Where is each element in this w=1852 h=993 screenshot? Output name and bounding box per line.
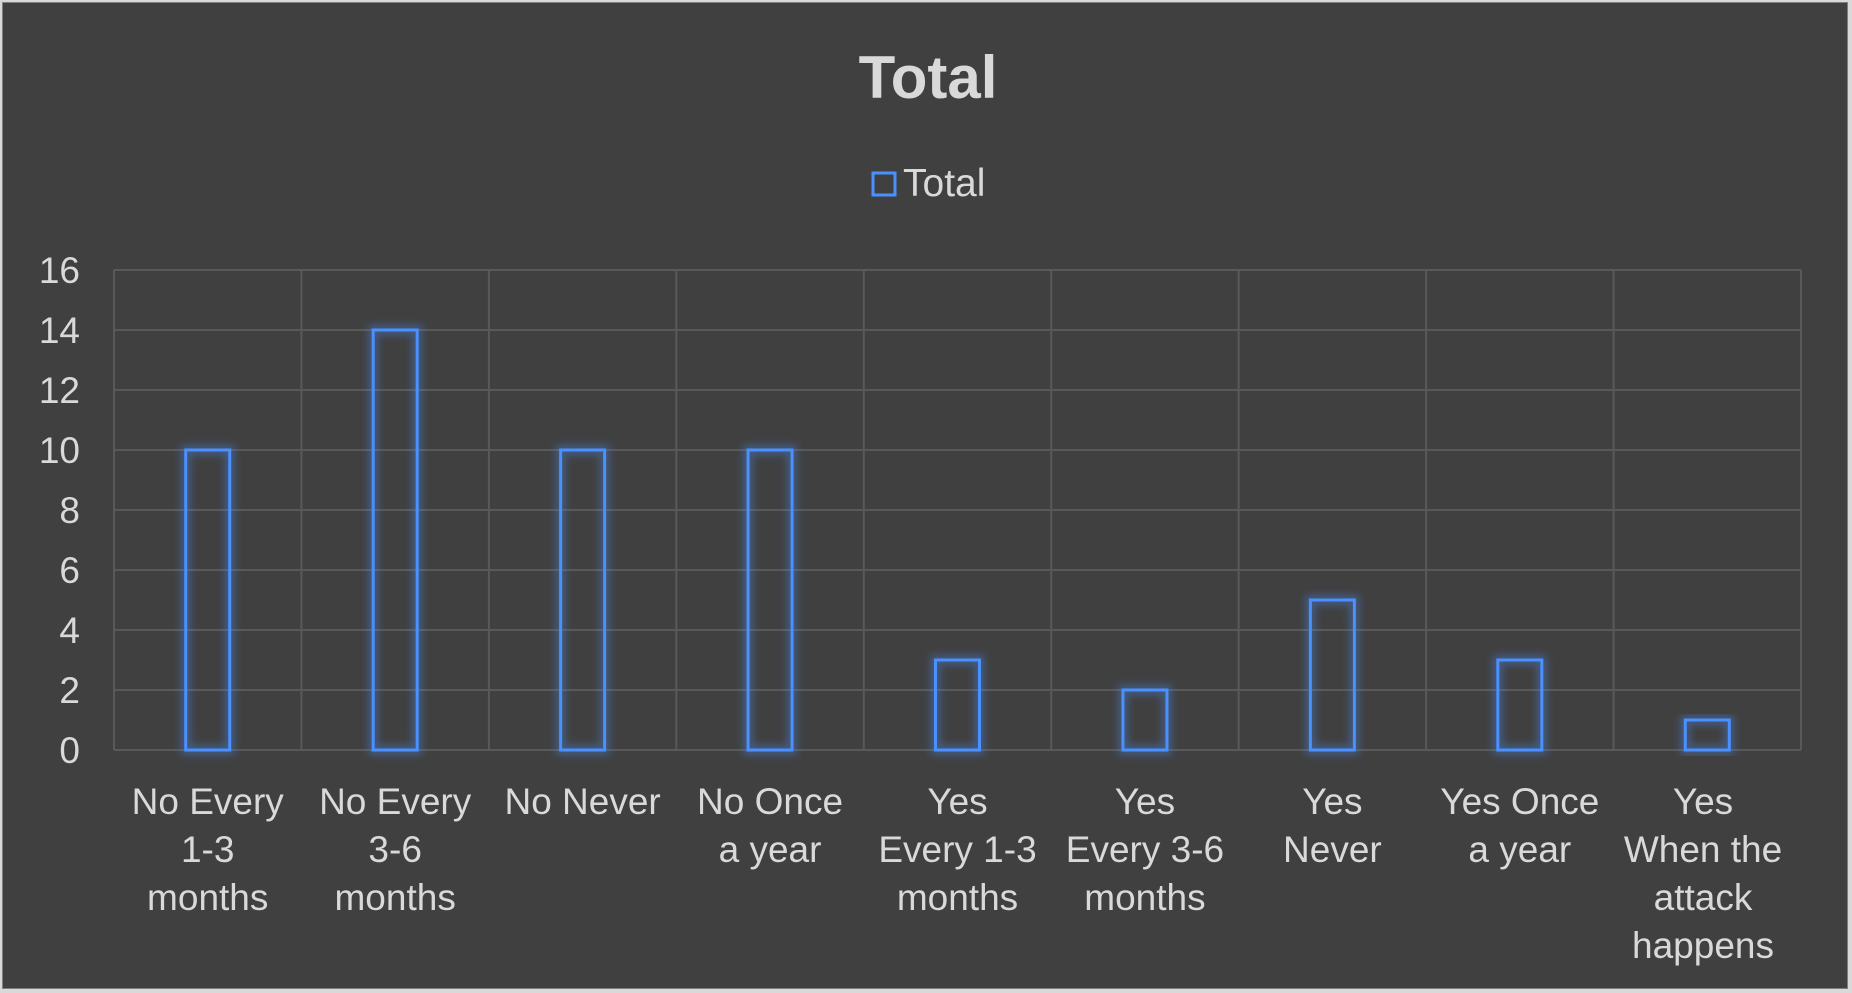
- bar-glow: [1305, 595, 1360, 755]
- x-category-label-line: months: [897, 877, 1018, 918]
- y-axis-ticks: 0 2 4 6 8 10 12 14 16: [39, 250, 80, 771]
- x-category-label: Yes Every 3-6 months: [1066, 781, 1224, 918]
- x-category-label: No Never: [504, 781, 660, 822]
- x-category-label-line: Every 3-6: [1066, 829, 1224, 870]
- x-category-label-line: attack: [1654, 877, 1753, 918]
- x-category-label-line: a year: [719, 829, 822, 870]
- y-tick-label: 6: [59, 550, 80, 591]
- x-category-label-line: No Never: [504, 781, 660, 822]
- x-category-label-line: Yes: [1115, 781, 1175, 822]
- bar: [184, 448, 232, 752]
- y-tick-label: 14: [39, 310, 80, 351]
- bar-glow: [930, 655, 985, 755]
- x-category-label: Yes Once a year: [1440, 781, 1599, 870]
- bar: [371, 328, 419, 752]
- x-category-label-line: 3-6: [368, 829, 421, 870]
- bar-glow: [1492, 655, 1547, 755]
- y-tick-label: 4: [59, 610, 80, 651]
- bar-glow: [743, 445, 798, 755]
- bar-glow: [1680, 715, 1735, 755]
- grid: [113, 269, 1802, 751]
- x-category-label-line: months: [147, 877, 268, 918]
- bar: [1308, 598, 1356, 752]
- bar: [934, 658, 981, 752]
- bar: [746, 448, 794, 752]
- x-category-label-line: Every 1-3: [878, 829, 1036, 870]
- x-category-label: Yes When the attack happens: [1624, 781, 1782, 966]
- y-tick-label: 0: [59, 730, 80, 771]
- x-category-label-line: Yes: [1673, 781, 1733, 822]
- chart-title: Total: [859, 44, 998, 111]
- x-category-label: No Every 3-6 months: [319, 781, 472, 918]
- bar-glow: [180, 445, 235, 755]
- y-tick-label: 2: [59, 670, 80, 711]
- x-category-label-line: No Every: [132, 781, 285, 822]
- y-tick-label: 10: [39, 430, 80, 471]
- y-tick-label: 16: [39, 250, 80, 291]
- x-category-label: No Once a year: [697, 781, 843, 870]
- x-category-label-line: months: [334, 877, 455, 918]
- bar: [1683, 718, 1731, 752]
- bar-glow: [368, 325, 423, 755]
- y-tick-label: 12: [39, 370, 80, 411]
- legend-entry-total: Total: [903, 162, 985, 205]
- x-category-label: No Every 1-3 months: [132, 781, 285, 918]
- bars: [180, 325, 1735, 755]
- bar: [559, 448, 607, 752]
- x-category-label-line: happens: [1632, 925, 1774, 966]
- x-category-label-line: Yes Once: [1440, 781, 1599, 822]
- x-category-label-line: No Every: [319, 781, 472, 822]
- y-tick-label: 8: [59, 490, 80, 531]
- x-category-label-line: No Once: [697, 781, 843, 822]
- x-category-label-line: a year: [1468, 829, 1571, 870]
- bar: [1121, 688, 1169, 752]
- x-category-label-line: Yes: [927, 781, 987, 822]
- bar-glow: [555, 445, 610, 755]
- x-category-label-line: When the: [1624, 829, 1782, 870]
- x-category-label: Yes Never: [1283, 781, 1382, 870]
- x-category-label-line: Never: [1283, 829, 1382, 870]
- x-category-label: Yes Every 1-3 months: [878, 781, 1036, 918]
- legend: Total: [871, 162, 985, 205]
- bar: [1496, 658, 1544, 752]
- bar-glow: [1117, 685, 1172, 755]
- legend-swatch: [871, 171, 897, 197]
- x-category-label-line: months: [1084, 877, 1205, 918]
- x-category-label-line: Yes: [1302, 781, 1362, 822]
- x-category-label-line: 1-3: [181, 829, 234, 870]
- bar-chart: Total Total 0 2 4 6 8 10 12 14 16 No Every 1-3 mon…: [39, 44, 1802, 966]
- x-axis-labels: No Every 1-3 months No Every 3-6 months No Nev…: [132, 781, 1783, 966]
